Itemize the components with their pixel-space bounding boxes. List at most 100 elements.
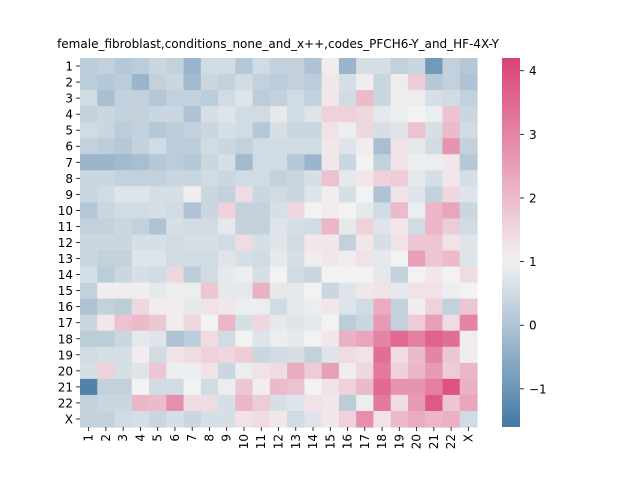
y-tick-label: 2 [65,76,73,90]
heatmap-cell [97,122,116,139]
heatmap-cell [269,90,288,107]
heatmap-cell [304,378,323,396]
heatmap-cell [338,218,357,236]
heatmap-cell [131,346,150,364]
heatmap-cell [149,234,167,252]
heatmap-cell [407,122,426,139]
heatmap-cell [114,186,133,203]
heatmap-cell [442,266,461,284]
heatmap-cell [218,282,236,300]
heatmap-cell [166,90,185,107]
heatmap-cell [390,378,409,396]
heatmap-cell [390,234,409,252]
heatmap-cell [252,362,271,380]
heatmap-cell [287,74,305,91]
heatmap-cell [183,202,202,220]
heatmap-cell [80,250,98,268]
heatmap-cell [131,90,150,107]
colorbar-tick-label: −1 [529,382,547,396]
heatmap-cell [149,138,167,155]
heatmap-cell [114,202,133,220]
heatmap-cell [407,154,426,171]
heatmap-cell [235,74,254,91]
y-tick-label: 20 [58,364,73,378]
heatmap-cell [287,394,305,412]
heatmap-cell [218,346,236,364]
heatmap-cell [459,314,478,332]
heatmap-cell [269,186,288,203]
heatmap-cell [356,362,375,380]
heatmap-cell [321,106,340,123]
heatmap-cell [390,122,409,139]
heatmap-cell [131,362,150,380]
heatmap-cell [80,362,98,380]
heatmap-cell [235,346,254,364]
heatmap-cell [321,250,340,268]
heatmap-cell [149,346,167,364]
heatmap-cell [287,298,305,316]
x-tick-label: 11 [254,434,268,449]
heatmap-cell [183,122,202,139]
heatmap-cell [338,346,357,364]
heatmap-cell [304,298,323,316]
heatmap-cell [304,314,323,332]
heatmap-cell [97,314,116,332]
heatmap-cell [459,266,478,284]
heatmap-cell [425,106,444,123]
heatmap-cell [287,58,305,75]
y-tick-label: 4 [65,108,73,122]
heatmap-cell [97,58,116,75]
heatmap-cell [166,330,185,348]
heatmap-cell [442,58,461,75]
heatmap-cell [252,58,271,75]
heatmap-cell [390,362,409,380]
x-tick-label: 20 [410,434,424,449]
heatmap-cell [97,154,116,171]
heatmap-cell [373,122,392,139]
heatmap-cell [269,122,288,139]
heatmap-cell [97,250,116,268]
heatmap-cell [304,394,323,412]
heatmap-cell [356,330,375,348]
heatmap-cell [407,138,426,155]
heatmap-cell [218,378,236,396]
heatmap-cell [218,266,236,284]
heatmap-cell [287,202,305,220]
heatmap-cell [390,394,409,412]
heatmap-cell [442,330,461,348]
x-tick-label: 19 [392,434,406,449]
heatmap-cell [373,394,392,412]
heatmap-cell [390,186,409,203]
heatmap-cell [390,282,409,300]
heatmap-cell [183,106,202,123]
heatmap-cell [304,362,323,380]
heatmap-cell [442,298,461,316]
heatmap-cell [373,378,392,396]
heatmap-cell [373,282,392,300]
heatmap-cell [114,138,133,155]
heatmap-cell [269,282,288,300]
heatmap-cell [321,346,340,364]
heatmap-cell [407,170,426,187]
heatmap-cell [149,314,167,332]
heatmap-cell [373,58,392,75]
y-tick-label: 8 [65,172,73,186]
heatmap-cell [373,250,392,268]
heatmap-cell [269,234,288,252]
heatmap-cell [183,58,202,75]
heatmap-cell [407,266,426,284]
y-tick-label: 12 [58,236,73,250]
heatmap-cell [80,298,98,316]
heatmap-cell [183,74,202,91]
x-tick-label: 12 [272,434,286,449]
x-tick-label: 15 [323,434,337,449]
heatmap-cell [166,362,185,380]
heatmap-cell [390,106,409,123]
heatmap-cell [304,74,323,91]
heatmap-cell [252,218,271,236]
heatmap-cell [304,186,323,203]
colorbar-tick-label: 3 [529,128,537,142]
heatmap-cell [97,362,116,380]
heatmap-cell [183,330,202,348]
